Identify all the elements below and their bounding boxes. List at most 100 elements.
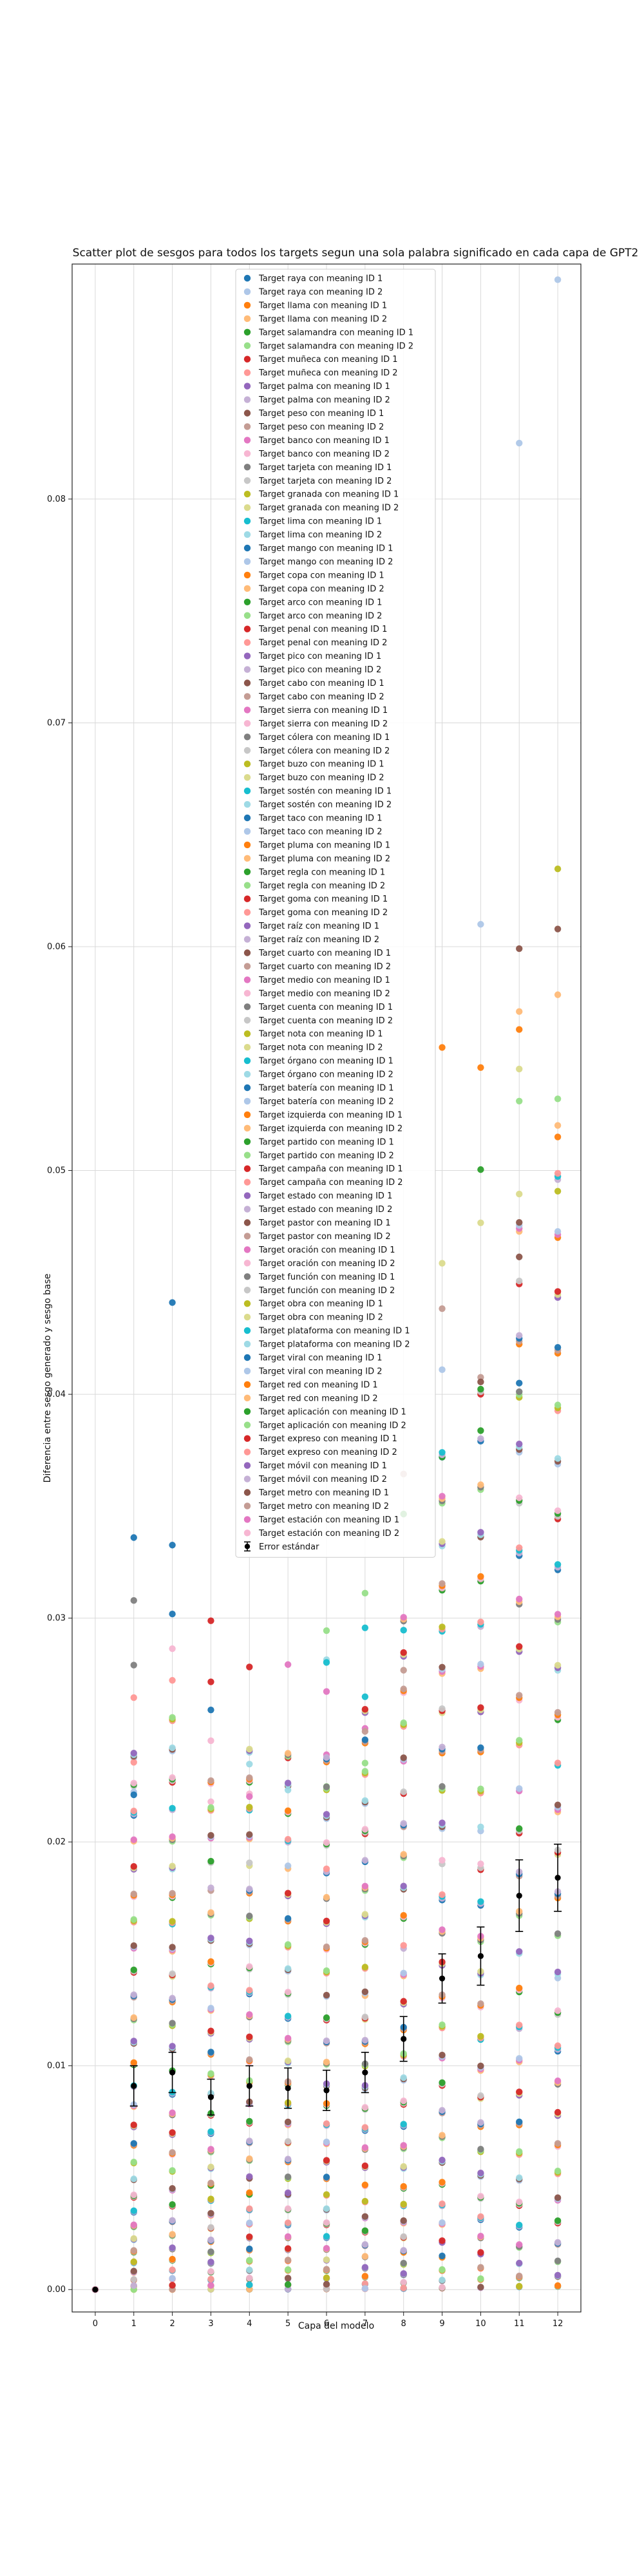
- chart-title: Scatter plot de sesgos para todos los ta…: [73, 247, 639, 260]
- x-tick-label: 6: [324, 2319, 329, 2329]
- scatter-point: [130, 1942, 137, 1949]
- legend-marker: [243, 1111, 251, 1119]
- legend-marker: [243, 625, 251, 632]
- scatter-point: [554, 866, 562, 873]
- legend-label: Target salamandra con meaning ID 2: [258, 341, 413, 351]
- legend-label: Target viral con meaning ID 1: [258, 1354, 383, 1363]
- scatter-point: [246, 2205, 253, 2212]
- scatter-point: [284, 2219, 292, 2226]
- scatter-point: [207, 2210, 214, 2217]
- scatter-point: [400, 2247, 407, 2254]
- scatter-point: [284, 1807, 292, 1814]
- legend-marker: [243, 1192, 251, 1199]
- legend-marker: [243, 1151, 251, 1159]
- legend-label: Target pluma con meaning ID 1: [258, 840, 390, 850]
- legend-marker: [243, 1206, 251, 1213]
- scatter-point: [169, 1611, 176, 1618]
- scatter-point: [439, 2079, 446, 2087]
- legend-label: Target cuarto con meaning ID 2: [258, 962, 391, 972]
- legend-label: Target móvil con meaning ID 2: [258, 1475, 387, 1484]
- scatter-point: [516, 1825, 523, 1832]
- scatter-point: [169, 1804, 176, 1812]
- scatter-point: [554, 925, 562, 933]
- y-tick-label: 0.00: [47, 2285, 66, 2295]
- scatter-point: [284, 2118, 292, 2126]
- legend-label: Target plataforma con meaning ID 2: [258, 1340, 410, 1350]
- scatter-point: [130, 2191, 137, 2199]
- scatter-point: [439, 2107, 446, 2114]
- legend-marker: [243, 1381, 251, 1388]
- scatter-point: [554, 2077, 562, 2085]
- scatter-point: [169, 1774, 176, 1781]
- scatter-point: [361, 1759, 369, 1766]
- scatter-point: [400, 1942, 407, 1949]
- legend-marker: [243, 369, 251, 376]
- scatter-point: [400, 2183, 407, 2190]
- legend-label: Target muñeca con meaning ID 2: [258, 368, 398, 378]
- x-tick-label: 7: [363, 2319, 368, 2329]
- scatter-point: [361, 2036, 369, 2044]
- scatter-point: [361, 2273, 369, 2280]
- scatter-point: [207, 2146, 214, 2153]
- legend-marker: [243, 450, 251, 457]
- scatter-point: [516, 1190, 523, 1198]
- legend-marker: [243, 1287, 251, 1294]
- scatter-point: [169, 2201, 176, 2208]
- legend-marker: [243, 1219, 251, 1226]
- legend-label: Target regla con meaning ID 1: [258, 867, 385, 877]
- scatter-point: [361, 1768, 369, 1775]
- scatter-point: [439, 1857, 446, 1864]
- scatter-point: [477, 1378, 484, 1386]
- legend-label: Target función con meaning ID 1: [258, 1273, 395, 1282]
- legend-label: Target sierra con meaning ID 1: [258, 706, 388, 715]
- scatter-point: [323, 1967, 330, 1975]
- scatter-point: [361, 1857, 369, 1864]
- mean-marker: [362, 2069, 368, 2076]
- scatter-point: [516, 2022, 523, 2029]
- scatter-point: [246, 2257, 253, 2264]
- scatter-point: [439, 1260, 446, 1267]
- legend-marker: [243, 800, 251, 808]
- legend-marker: [243, 1300, 251, 1307]
- legend-label: Target estación con meaning ID 2: [258, 1529, 399, 1539]
- legend-marker: [243, 274, 251, 282]
- scatter-point: [477, 2193, 484, 2200]
- scatter-point: [207, 2236, 214, 2244]
- legend-label: Target pluma con meaning ID 2: [258, 854, 390, 864]
- legend-label: Target obra con meaning ID 2: [258, 1313, 383, 1323]
- scatter-point: [246, 2266, 253, 2273]
- legend-label: Target muñeca con meaning ID 1: [258, 355, 398, 365]
- scatter-point: [554, 1968, 562, 1976]
- scatter-point: [207, 2128, 214, 2136]
- scatter-point: [323, 1917, 330, 1925]
- legend-label: Target tarjeta con meaning ID 2: [258, 477, 392, 486]
- scatter-point: [246, 1774, 253, 1781]
- legend-label: Target expreso con meaning ID 2: [258, 1448, 397, 1457]
- legend-label: Target goma con meaning ID 1: [258, 895, 388, 904]
- scatter-point: [130, 1916, 137, 1923]
- legend-label: Target campaña con meaning ID 2: [258, 1178, 403, 1188]
- scatter-point: [130, 2038, 137, 2045]
- scatter-point: [284, 1786, 292, 1794]
- scatter-point: [246, 2137, 253, 2145]
- scatter-point: [130, 2221, 137, 2228]
- scatter-point: [207, 1909, 214, 1917]
- x-axis-label: Capa del modelo: [298, 2321, 374, 2331]
- scatter-point: [554, 1611, 562, 1618]
- legend-marker: [243, 598, 251, 605]
- scatter-point: [323, 1865, 330, 1873]
- scatter-point: [516, 1379, 523, 1387]
- scatter-point: [477, 1385, 484, 1393]
- legend-label: Target raíz con meaning ID 2: [258, 935, 379, 945]
- scatter-point: [284, 1965, 292, 1973]
- scatter-point: [284, 1779, 292, 1786]
- legend-marker: [243, 652, 251, 659]
- scatter-point: [130, 2140, 137, 2147]
- scatter-point: [284, 2057, 292, 2065]
- mean-marker: [554, 1875, 561, 1881]
- legend-label: Target partido con meaning ID 2: [258, 1151, 394, 1160]
- scatter-point: [439, 1891, 446, 1899]
- scatter-point: [323, 1783, 330, 1790]
- scatter-point: [554, 1561, 562, 1568]
